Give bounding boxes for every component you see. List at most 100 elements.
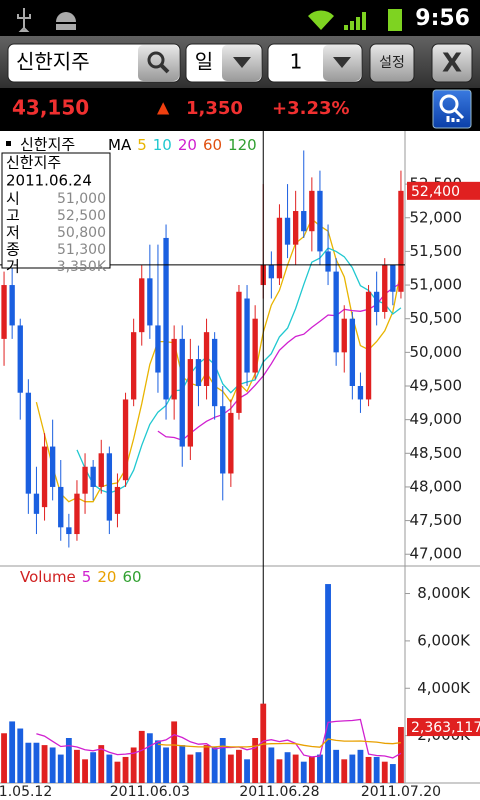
- volume-bar: [179, 745, 186, 783]
- volume-bar: [171, 721, 178, 783]
- volume-bar: [106, 754, 113, 783]
- volume-bar: [276, 759, 283, 783]
- volume-bar: [325, 584, 331, 783]
- candle-body: [228, 412, 234, 474]
- info-key: 고: [6, 207, 20, 225]
- signal-icon: [344, 12, 366, 30]
- candle-body: [398, 190, 404, 292]
- info-value: 51,000: [57, 191, 106, 207]
- volume-bar: [373, 756, 380, 783]
- volume-bar: [357, 749, 364, 783]
- x-tick-label: 2011.07.20: [361, 784, 441, 800]
- volume-bar: [381, 761, 388, 783]
- candle-body: [382, 264, 388, 312]
- battery-icon: [388, 9, 402, 31]
- candle-body: [90, 466, 96, 487]
- ma-period: 5: [137, 136, 147, 154]
- close-label: X: [442, 49, 462, 79]
- y-tick-label: 49,500: [410, 376, 463, 394]
- y-tick-label: 52,000: [410, 208, 463, 226]
- y-tick-label: 51,500: [410, 242, 463, 260]
- candle-body: [58, 486, 64, 528]
- ma-line: [157, 282, 402, 441]
- y-tick-label: 50,500: [410, 309, 463, 327]
- ma-line: [157, 738, 401, 748]
- candle-body: [130, 332, 137, 400]
- volume-title: Volume: [20, 568, 76, 586]
- candle-body: [41, 446, 48, 508]
- candle-body: [147, 278, 153, 326]
- candle-body: [349, 318, 356, 386]
- candle-body: [139, 278, 145, 333]
- candle-body: [268, 264, 275, 279]
- candle-body: [244, 298, 250, 373]
- candle-body: [203, 332, 210, 386]
- candle-body: [187, 359, 194, 447]
- volume-bar: [389, 764, 396, 783]
- volume-bar: [211, 747, 218, 783]
- ma-period: 5: [82, 568, 92, 586]
- info-box: [1, 152, 111, 269]
- volume-bar: [90, 752, 97, 783]
- volume-bar: [300, 761, 307, 783]
- y-tick-label: 47,000: [410, 545, 463, 563]
- volume-bar: [341, 759, 348, 783]
- last-volume-label: 2,363,117: [411, 720, 480, 736]
- candle-body: [333, 271, 339, 353]
- info-value: 50,800: [57, 225, 106, 241]
- candle-body: [122, 399, 129, 481]
- last-price-tag: [407, 181, 480, 200]
- ma-period: 60: [203, 136, 222, 154]
- x-tick-label: 2011.06.28: [239, 784, 319, 800]
- candle-body: [365, 291, 372, 400]
- volume-bar: [203, 745, 210, 783]
- candle-body: [390, 264, 396, 292]
- candle-body: [25, 392, 32, 494]
- info-key: 저: [6, 224, 20, 242]
- arrow: [233, 57, 251, 68]
- volume-bar: [308, 756, 315, 783]
- volume-bar: [268, 747, 275, 783]
- candle-body: [171, 338, 177, 400]
- search-field[interactable]: [7, 43, 181, 83]
- candle-body: [1, 285, 7, 339]
- volume-bar: [130, 747, 137, 783]
- candle-body: [373, 291, 380, 312]
- candle-body: [49, 446, 56, 487]
- volume-bar: [227, 754, 234, 783]
- ma-label: MA: [108, 136, 132, 154]
- volume-bar: [187, 754, 194, 783]
- candle-body: [236, 291, 242, 413]
- volume-bar: [41, 745, 48, 783]
- search-button[interactable]: [138, 45, 179, 81]
- volume-bar: [146, 733, 153, 783]
- volume-bar: [195, 752, 202, 783]
- x-tick-label: 2011.06.03: [110, 784, 190, 800]
- volume-bar: [292, 754, 299, 783]
- volume-bar: [17, 728, 24, 783]
- period-text: 일: [195, 50, 213, 74]
- candle-body: [284, 217, 291, 245]
- y-tick-label: 48,500: [410, 444, 463, 462]
- volume-bar: [114, 761, 121, 783]
- y-tick-label: 8,000K: [417, 584, 471, 602]
- candle-body: [17, 325, 23, 393]
- candle-body: [106, 453, 113, 521]
- candle-body: [74, 493, 80, 535]
- close-button[interactable]: [431, 43, 473, 83]
- search-icon: [147, 51, 165, 69]
- volume-bar: [98, 745, 105, 783]
- y-tick-label: 50,000: [410, 343, 463, 361]
- volume-bar: [317, 754, 323, 783]
- clock: 9:56: [415, 6, 470, 31]
- volume-bar: [138, 730, 145, 783]
- volume-bar: [163, 747, 169, 783]
- volume-bar: [236, 749, 242, 783]
- wifi-icon: [308, 10, 334, 31]
- candle-body: [163, 237, 169, 400]
- settings-button[interactable]: [369, 43, 415, 83]
- y-tick-label: 49,000: [410, 410, 463, 428]
- price: 43,150: [12, 96, 89, 120]
